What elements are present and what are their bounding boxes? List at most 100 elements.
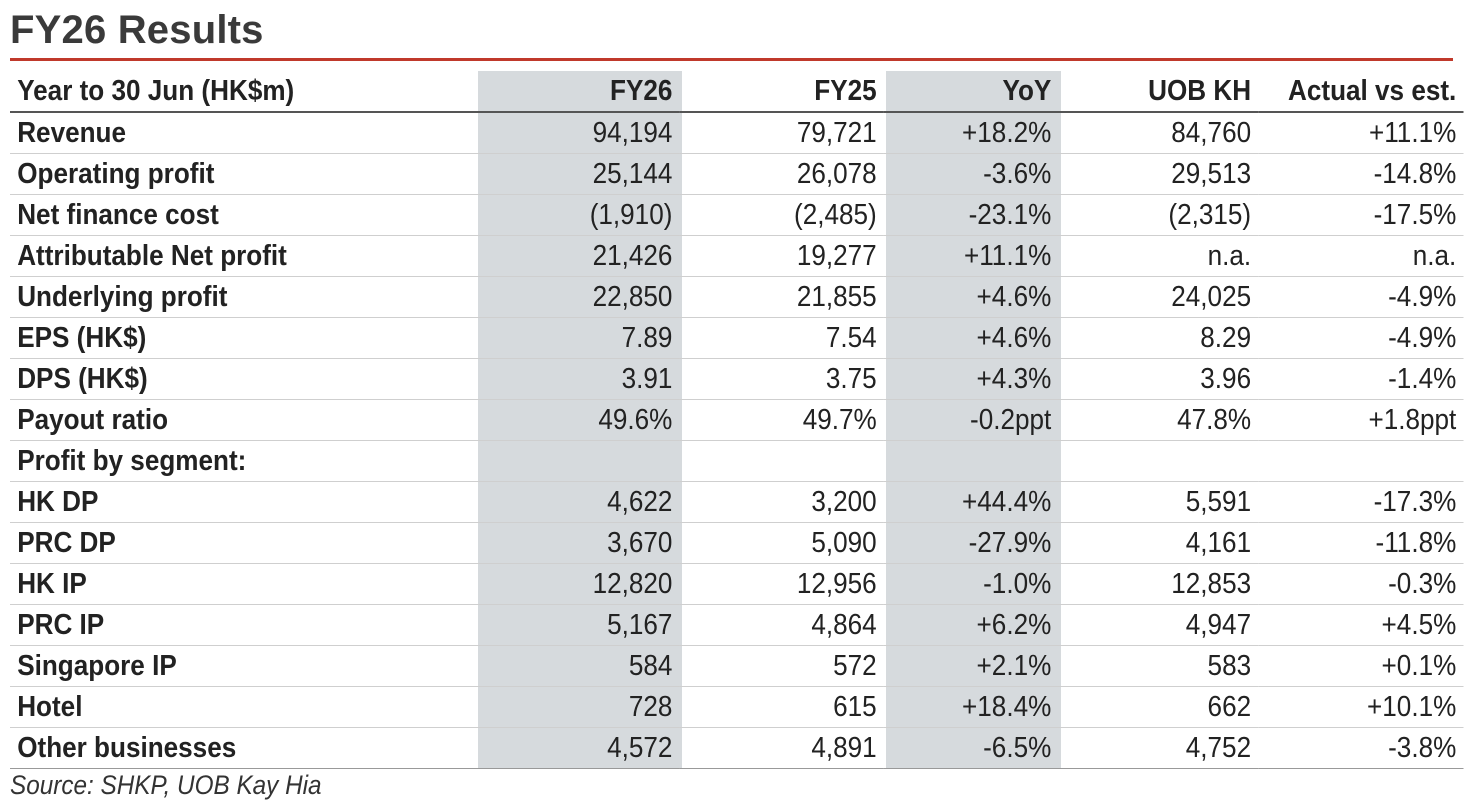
row-label: Hotel xyxy=(10,686,478,728)
yoy-value: -3.6% xyxy=(883,153,1059,195)
header-yoy: YoY xyxy=(883,71,1059,113)
fy26-value: 25,144 xyxy=(478,153,680,195)
table-row: EPS (HK$) 7.89 7.54 +4.6% 8.29 -4.9% xyxy=(10,317,1464,359)
row-label: PRC IP xyxy=(10,604,478,646)
table-row: Revenue 94,194 79,721 +18.2% 84,760 +11.1% xyxy=(10,112,1464,154)
fy26-value: 4,622 xyxy=(478,481,680,523)
table-row: Singapore IP 584 572 +2.1% 583 +0.1% xyxy=(10,645,1464,687)
fy25-value: 3.75 xyxy=(679,358,884,400)
source-note: Source: SHKP, UOB Kay Hia xyxy=(10,770,322,800)
uob-kh-value: 84,760 xyxy=(1058,112,1259,154)
actual-vs-est-value: +11.1% xyxy=(1258,112,1464,154)
fy25-value: 19,277 xyxy=(679,235,884,277)
uob-kh-value: 3.96 xyxy=(1058,358,1259,400)
row-label: Underlying profit xyxy=(10,276,478,318)
fy26-value: 49.6% xyxy=(478,399,680,441)
uob-kh-value: 24,025 xyxy=(1058,276,1259,318)
table-row: Profit by segment: xyxy=(10,440,1464,482)
row-label: Operating profit xyxy=(10,153,478,195)
header-uob-kh: UOB KH xyxy=(1058,71,1259,113)
row-label: HK IP xyxy=(10,563,478,605)
row-label: Other businesses xyxy=(10,727,478,769)
row-label: Attributable Net profit xyxy=(10,235,478,277)
actual-vs-est-value: -4.9% xyxy=(1258,317,1464,359)
yoy-value: -0.2ppt xyxy=(883,399,1059,441)
yoy-value: +11.1% xyxy=(883,235,1059,277)
fy25-value: 4,864 xyxy=(679,604,884,646)
uob-kh-value: (2,315) xyxy=(1058,194,1259,236)
page-title: FY26 Results xyxy=(10,8,264,52)
uob-kh-value: 12,853 xyxy=(1058,563,1259,605)
row-label: PRC DP xyxy=(10,522,478,564)
actual-vs-est-value: n.a. xyxy=(1258,235,1464,277)
fy26-value: 3.91 xyxy=(478,358,680,400)
table-row: PRC DP 3,670 5,090 -27.9% 4,161 -11.8% xyxy=(10,522,1464,564)
header-fy26: FY26 xyxy=(478,71,680,113)
yoy-value: +18.4% xyxy=(883,686,1059,728)
uob-kh-value: 583 xyxy=(1058,645,1259,687)
actual-vs-est-value: +1.8ppt xyxy=(1258,399,1464,441)
actual-vs-est-value: -3.8% xyxy=(1258,727,1464,769)
fy26-value: 4,572 xyxy=(478,727,680,769)
fy26-value xyxy=(478,440,680,482)
fy25-value: 21,855 xyxy=(679,276,884,318)
uob-kh-value: 5,591 xyxy=(1058,481,1259,523)
actual-vs-est-value: +10.1% xyxy=(1258,686,1464,728)
table-row: Attributable Net profit 21,426 19,277 +11.1… xyxy=(10,235,1464,277)
table-row: Other businesses 4,572 4,891 -6.5% 4,752 -3.8… xyxy=(10,727,1464,769)
uob-kh-value: 29,513 xyxy=(1058,153,1259,195)
table-row: Underlying profit 22,850 21,855 +4.6% 24,025… xyxy=(10,276,1464,318)
fy25-value: 49.7% xyxy=(679,399,884,441)
uob-kh-value: 4,752 xyxy=(1058,727,1259,769)
yoy-value: +6.2% xyxy=(883,604,1059,646)
row-label: HK DP xyxy=(10,481,478,523)
actual-vs-est-value: -4.9% xyxy=(1258,276,1464,318)
fy25-value: 4,891 xyxy=(679,727,884,769)
yoy-value: -6.5% xyxy=(883,727,1059,769)
row-label: Revenue xyxy=(10,112,478,154)
table-row: Payout ratio 49.6% 49.7% -0.2ppt 47.8% +1.8pp… xyxy=(10,399,1464,441)
fy26-value: 22,850 xyxy=(478,276,680,318)
uob-kh-value: n.a. xyxy=(1058,235,1259,277)
fy26-value: 7.89 xyxy=(478,317,680,359)
fy26-value: (1,910) xyxy=(478,194,680,236)
table-row: DPS (HK$) 3.91 3.75 +4.3% 3.96 -1.4% xyxy=(10,358,1464,400)
yoy-value xyxy=(883,440,1059,482)
actual-vs-est-value: +0.1% xyxy=(1258,645,1464,687)
fy26-value: 21,426 xyxy=(478,235,680,277)
title-rule xyxy=(10,58,1453,61)
yoy-value: +4.6% xyxy=(883,276,1059,318)
yoy-value: +44.4% xyxy=(883,481,1059,523)
row-label: Payout ratio xyxy=(10,399,478,441)
actual-vs-est-value xyxy=(1258,440,1464,482)
table-row: HK DP 4,622 3,200 +44.4% 5,591 -17.3% xyxy=(10,481,1464,523)
table-row: Net finance cost (1,910) (2,485) -23.1% (2,3… xyxy=(10,194,1464,236)
fy25-value: 3,200 xyxy=(679,481,884,523)
uob-kh-value: 662 xyxy=(1058,686,1259,728)
fy26-value: 12,820 xyxy=(478,563,680,605)
fy25-value: 12,956 xyxy=(679,563,884,605)
row-label: Net finance cost xyxy=(10,194,478,236)
fy26-value: 584 xyxy=(478,645,680,687)
fy25-value: 615 xyxy=(679,686,884,728)
row-label: DPS (HK$) xyxy=(10,358,478,400)
yoy-value: +2.1% xyxy=(883,645,1059,687)
yoy-value: +4.3% xyxy=(883,358,1059,400)
fy25-value: 5,090 xyxy=(679,522,884,564)
row-label: Profit by segment: xyxy=(10,440,478,482)
header-row: Year to 30 Jun (HK$m) FY26 FY25 YoY UOB … xyxy=(10,71,1464,113)
row-label: Singapore IP xyxy=(10,645,478,687)
uob-kh-value: 4,161 xyxy=(1058,522,1259,564)
fy26-value: 3,670 xyxy=(478,522,680,564)
yoy-value: +18.2% xyxy=(883,112,1059,154)
results-table: Year to 30 Jun (HK$m) FY26 FY25 YoY UOB … xyxy=(10,71,1464,769)
uob-kh-value: 47.8% xyxy=(1058,399,1259,441)
uob-kh-value: 4,947 xyxy=(1058,604,1259,646)
actual-vs-est-value: -0.3% xyxy=(1258,563,1464,605)
actual-vs-est-value: -17.3% xyxy=(1258,481,1464,523)
fy25-value: 572 xyxy=(679,645,884,687)
actual-vs-est-value: -1.4% xyxy=(1258,358,1464,400)
fy26-value: 728 xyxy=(478,686,680,728)
uob-kh-value xyxy=(1058,440,1259,482)
table-row: Operating profit 25,144 26,078 -3.6% 29,513-… xyxy=(10,153,1464,195)
